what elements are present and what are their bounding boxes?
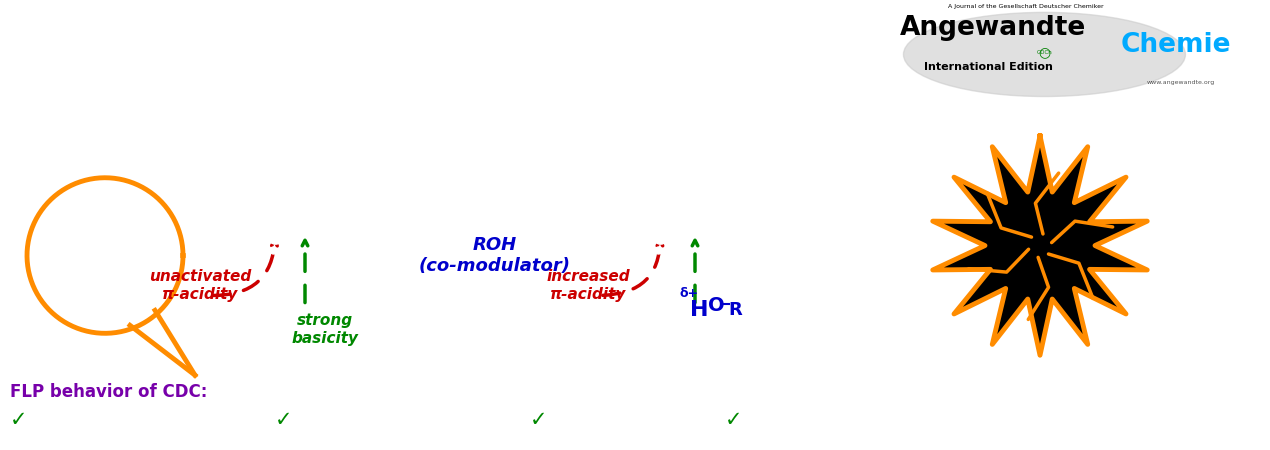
- Polygon shape: [932, 136, 1147, 355]
- Text: O: O: [707, 296, 725, 315]
- Text: ✓: ✓: [10, 410, 28, 430]
- Ellipse shape: [903, 12, 1185, 96]
- Text: International Edition: International Edition: [923, 62, 1053, 72]
- Text: ✓: ✓: [530, 410, 547, 430]
- Text: H: H: [690, 301, 709, 320]
- Text: R: R: [728, 302, 742, 319]
- Text: strong
basicity: strong basicity: [292, 313, 358, 346]
- Text: FLP behavior of CDC:: FLP behavior of CDC:: [10, 383, 207, 401]
- Text: www.angewandte.org: www.angewandte.org: [1147, 80, 1215, 85]
- Text: ROH
(co-modulator): ROH (co-modulator): [419, 236, 572, 275]
- Text: increased
π-acidity: increased π-acidity: [546, 269, 630, 302]
- Text: ✓: ✓: [276, 410, 292, 430]
- Text: ✓: ✓: [725, 410, 743, 430]
- Text: GDCh: GDCh: [1036, 50, 1053, 55]
- Text: Chemie: Chemie: [1120, 32, 1232, 58]
- Text: A Journal of the Gesellschaft Deutscher Chemiker: A Journal of the Gesellschaft Deutscher …: [947, 4, 1104, 9]
- Text: unactivated
π-acidity: unactivated π-acidity: [149, 269, 251, 302]
- Text: ○: ○: [1039, 45, 1050, 59]
- Text: Angewandte: Angewandte: [899, 15, 1086, 40]
- Text: δ+: δ+: [679, 288, 699, 301]
